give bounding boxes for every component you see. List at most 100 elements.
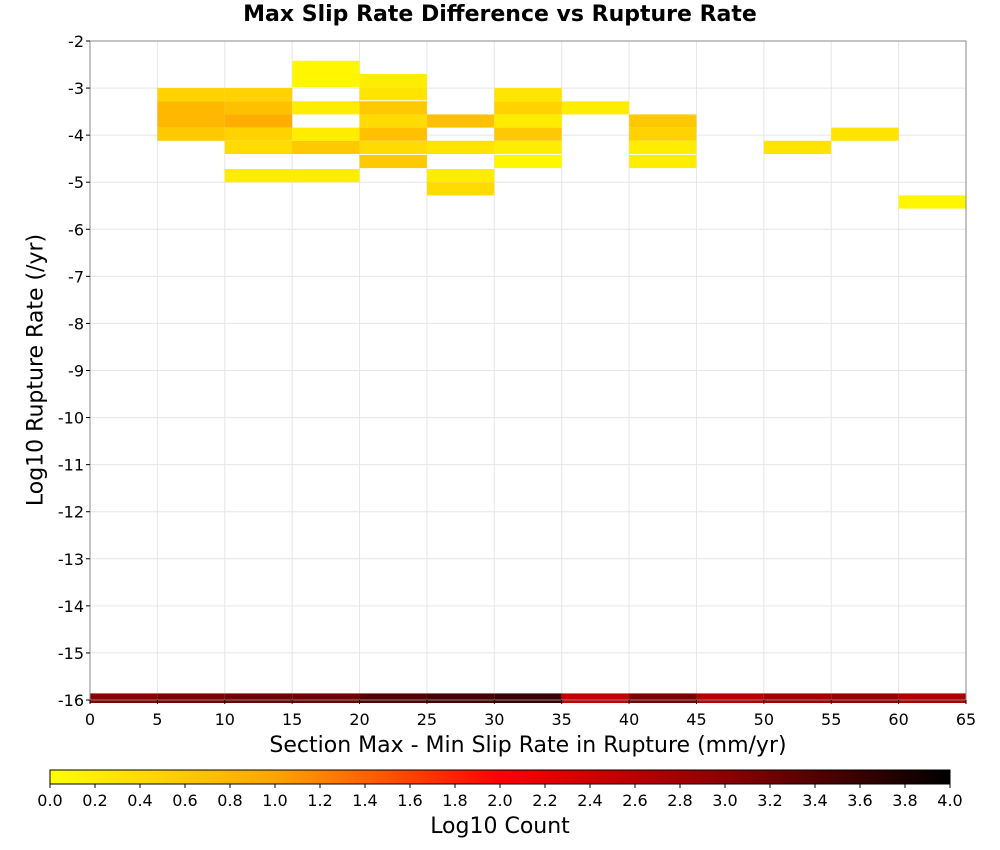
colorbar-tick-label: 1.0 [262,791,287,810]
heatmap-cell [426,169,495,183]
heatmap-cell [494,154,562,169]
axis-ticks: 0 5 10 15 20 25 30 35 40 45 50 55 60 65 -2 -3 -4 -5 -6 -7 -8… [58,32,976,729]
y-tick-label: -4 [68,126,84,145]
heatmap-cell-bottom-row [90,693,158,703]
heatmap-cell [629,140,697,154]
y-tick-label: -5 [68,173,84,192]
x-tick-label: 65 [956,710,976,729]
heatmap-cell-bottom-row [561,693,630,703]
heatmap-cell [629,154,697,169]
y-tick-label: -7 [68,267,84,286]
chart-title: Max Slip Rate Difference vs Rupture Rate [243,2,757,27]
y-tick-label: -9 [68,362,84,381]
colorbar-tick-label: 2.4 [577,791,602,810]
heatmap-cell [763,140,832,154]
colorbar-tick-label: 0.0 [37,791,62,810]
heatmap-cell [224,127,293,141]
heatmap-cell [224,169,293,183]
y-tick-label: -15 [58,644,84,663]
x-tick-label: 45 [686,710,706,729]
heatmap-cell [224,140,293,154]
heatmap-cell [292,101,360,115]
colorbar-tick-label: 0.4 [127,791,152,810]
colorbar-tick-label: 2.0 [487,791,512,810]
x-tick-label: 40 [619,710,639,729]
y-tick-label: -2 [68,32,84,51]
x-axis-label: Section Max - Min Slip Rate in Rupture (… [269,733,787,758]
heatmap-cell [359,127,427,141]
x-tick-label: 25 [417,710,437,729]
x-tick-label: 60 [888,710,908,729]
y-tick-label: -11 [58,456,84,475]
colorbar-tick-label: 1.8 [442,791,467,810]
x-tick-label: 5 [152,710,162,729]
heatmap-cell-bottom-row [898,693,966,703]
colorbar-tick-label: 3.8 [892,791,917,810]
heatmap-cell-bottom-row [831,693,899,703]
heatmap-cell-bottom-row [494,693,562,703]
heatmap-cell-bottom-row [629,693,697,703]
heatmap-cell [494,88,562,102]
colorbar-tick-label: 1.6 [397,791,422,810]
x-tick-label: 0 [85,710,95,729]
y-tick-label: -8 [68,314,84,333]
heatmap-cell [494,114,562,128]
heatmap-cell [157,127,225,141]
heatmap-cell [494,101,562,115]
heatmap-cell [359,87,427,101]
heatmap-cells [90,60,966,703]
x-tick-label: 15 [282,710,302,729]
heatmap-cell [157,101,225,115]
x-tick-label: 30 [484,710,504,729]
heatmap-cell [157,114,225,128]
colorbar-tick-label: 3.2 [757,791,782,810]
heatmap-cell [157,88,225,102]
colorbar-label: Log10 Count [430,814,570,839]
heatmap-cell [561,101,630,115]
heatmap-cell [426,140,495,154]
y-tick-label: -14 [58,597,84,616]
heatmap-cell [292,60,360,74]
colorbar-tick-label: 4.0 [937,791,962,810]
x-tick-label: 20 [349,710,369,729]
colorbar-tick-label: 0.6 [172,791,197,810]
colorbar-tick-label: 0.2 [82,791,107,810]
heatmap-cell [359,140,427,154]
x-tick-label: 10 [215,710,235,729]
heatmap-cell-bottom-row [359,693,427,703]
heatmap-cell-bottom-row [426,693,495,703]
heatmap-cell [629,114,697,128]
colorbar-tick-label: 2.2 [532,791,557,810]
heatmap-cell [292,73,360,88]
heatmap-cell [359,114,427,128]
colorbar-tick-label: 2.6 [622,791,647,810]
colorbar-ticks: 0.0 0.2 0.4 0.6 0.8 1.0 1.2 1.4 1.6 1.8 2.0 2.2 2.4 2… [37,784,963,810]
heatmap-cell [426,182,495,196]
heatmap-cell [426,114,495,128]
heatmap-cell [292,127,360,141]
heatmap-cell [494,127,562,141]
y-tick-label: -10 [58,409,84,428]
heatmap-cell [359,73,427,88]
colorbar-tick-label: 3.6 [847,791,872,810]
heatmap-cell-bottom-row [292,693,360,703]
colorbar-tick-label: 0.8 [217,791,242,810]
y-tick-label: -13 [58,550,84,569]
colorbar-tick-label: 3.4 [802,791,827,810]
heatmap-cell [224,114,293,128]
colorbar-tick-label: 2.8 [667,791,692,810]
y-axis-label: Log10 Rupture Rate (/yr) [23,233,49,507]
heatmap-cell [629,127,697,141]
heatmap-cell [224,101,293,115]
heatmap-cell [292,169,360,183]
heatmap-cell-bottom-row [763,693,832,703]
heatmap-cell [224,88,293,102]
x-tick-label: 55 [821,710,841,729]
colorbar-tick-label: 1.2 [307,791,332,810]
heatmap-cell-bottom-row [224,693,293,703]
colorbar-tick-label: 3.0 [712,791,737,810]
x-tick-label: 35 [552,710,572,729]
y-tick-label: -3 [68,79,84,98]
heatmap-cell [359,154,427,169]
